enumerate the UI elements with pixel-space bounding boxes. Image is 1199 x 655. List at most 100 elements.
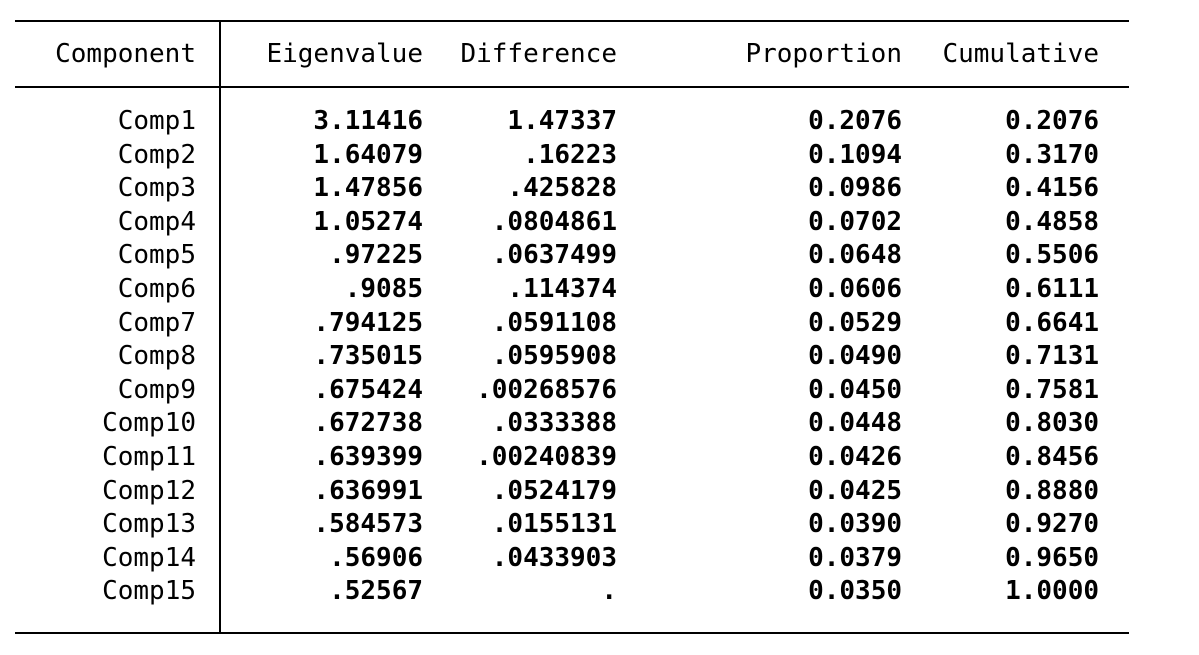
- component-cell: Comp4: [117, 206, 196, 237]
- cumulative-cell: 0.2076: [1005, 106, 1099, 136]
- proportion-cell: 0.0425: [808, 475, 902, 506]
- proportion-cell: 0.1094: [808, 139, 902, 170]
- component-cell: Comp2: [117, 139, 196, 170]
- cumulative-cell: 0.7131: [1005, 341, 1099, 372]
- eigenvalue-cell: .636991: [313, 475, 423, 506]
- component-cell: Comp1: [117, 106, 196, 136]
- eigenvalue-cell: .794125: [313, 307, 423, 338]
- eigenvalue-cell: .56906: [329, 542, 423, 573]
- component-cell: Comp11: [102, 441, 196, 472]
- header-eigenvalue: Eigenvalue: [266, 39, 423, 69]
- header-proportion: Proportion: [745, 39, 902, 69]
- table-row: Comp12 .636991 .0524179 0.0425 0.8880: [15, 475, 1129, 509]
- column-divider-line: [219, 22, 221, 632]
- cumulative-cell: 0.6641: [1005, 307, 1099, 338]
- cumulative-cell: 0.9650: [1005, 542, 1099, 573]
- difference-cell: .425828: [507, 173, 617, 204]
- component-cell: Comp8: [117, 341, 196, 372]
- header-component: Component: [55, 39, 196, 69]
- component-cell: Comp3: [117, 173, 196, 204]
- proportion-cell: 0.0606: [808, 273, 902, 304]
- table-row: Comp13 .584573 .0155131 0.0390 0.9270: [15, 508, 1129, 542]
- eigenvalue-cell: 3.11416: [313, 106, 423, 136]
- proportion-cell: 0.0450: [808, 374, 902, 405]
- difference-cell: .0591108: [491, 307, 617, 338]
- difference-cell: .00268576: [476, 374, 617, 405]
- difference-cell: .00240839: [476, 441, 617, 472]
- cumulative-cell: 0.8456: [1005, 441, 1099, 472]
- eigenvalue-cell: .97225: [329, 240, 423, 271]
- table-row: Comp6 .9085 .114374 0.0606 0.6111: [15, 273, 1129, 307]
- cumulative-cell: 0.8880: [1005, 475, 1099, 506]
- cumulative-cell: 0.9270: [1005, 509, 1099, 540]
- table-row: Comp7 .794125 .0591108 0.0529 0.6641: [15, 307, 1129, 341]
- eigenvalue-cell: .52567: [329, 576, 423, 607]
- component-cell: Comp14: [102, 542, 196, 573]
- header-difference: Difference: [460, 39, 617, 69]
- table-row: Comp8 .735015 .0595908 0.0490 0.7131: [15, 340, 1129, 374]
- component-cell: Comp7: [117, 307, 196, 338]
- proportion-cell: 0.0379: [808, 542, 902, 573]
- difference-cell: .0804861: [491, 206, 617, 237]
- table-header-row: Component Eigenvalue Difference Proporti…: [15, 22, 1129, 88]
- component-cell: Comp15: [102, 576, 196, 607]
- component-cell: Comp6: [117, 273, 196, 304]
- proportion-cell: 0.0426: [808, 441, 902, 472]
- table-row: Comp4 1.05274 .0804861 0.0702 0.4858: [15, 206, 1129, 240]
- difference-cell: .: [601, 576, 617, 607]
- eigenvalue-cell: .639399: [313, 441, 423, 472]
- eigenvalue-cell: .584573: [313, 509, 423, 540]
- cumulative-cell: 1.0000: [1005, 576, 1099, 607]
- component-cell: Comp10: [102, 408, 196, 439]
- pca-eigenvalues-table: Component Eigenvalue Difference Proporti…: [15, 20, 1129, 634]
- proportion-cell: 0.0529: [808, 307, 902, 338]
- eigenvalue-cell: .672738: [313, 408, 423, 439]
- table-row: Comp11 .639399 .00240839 0.0426 0.8456: [15, 441, 1129, 475]
- proportion-cell: 0.0490: [808, 341, 902, 372]
- proportion-cell: 0.0648: [808, 240, 902, 271]
- difference-cell: 1.47337: [507, 106, 617, 136]
- proportion-cell: 0.2076: [808, 106, 902, 136]
- difference-cell: .16223: [523, 139, 617, 170]
- table-row: Comp10 .672738 .0333388 0.0448 0.8030: [15, 407, 1129, 441]
- table-row: Comp3 1.47856 .425828 0.0986 0.4156: [15, 172, 1129, 206]
- difference-cell: .114374: [507, 273, 617, 304]
- proportion-cell: 0.0448: [808, 408, 902, 439]
- eigenvalue-cell: 1.47856: [313, 173, 423, 204]
- proportion-cell: 0.0350: [808, 576, 902, 607]
- difference-cell: .0333388: [491, 408, 617, 439]
- component-cell: Comp9: [117, 374, 196, 405]
- cumulative-cell: 0.3170: [1005, 139, 1099, 170]
- cumulative-cell: 0.5506: [1005, 240, 1099, 271]
- component-cell: Comp12: [102, 475, 196, 506]
- table-body: Comp1 3.11416 1.47337 0.2076 0.2076 Comp…: [15, 88, 1129, 632]
- proportion-cell: 0.0390: [808, 509, 902, 540]
- cumulative-cell: 0.4858: [1005, 206, 1099, 237]
- table-row: Comp14 .56906 .0433903 0.0379 0.9650: [15, 542, 1129, 576]
- header-cumulative: Cumulative: [942, 39, 1099, 69]
- difference-cell: .0595908: [491, 341, 617, 372]
- proportion-cell: 0.0702: [808, 206, 902, 237]
- difference-cell: .0155131: [491, 509, 617, 540]
- difference-cell: .0524179: [491, 475, 617, 506]
- proportion-cell: 0.0986: [808, 173, 902, 204]
- table-row: Comp15 .52567 . 0.0350 1.0000: [15, 575, 1129, 609]
- difference-cell: .0637499: [491, 240, 617, 271]
- table-row: Comp2 1.64079 .16223 0.1094 0.3170: [15, 139, 1129, 173]
- cumulative-cell: 0.4156: [1005, 173, 1099, 204]
- eigenvalue-cell: .675424: [313, 374, 423, 405]
- eigenvalue-cell: .735015: [313, 341, 423, 372]
- eigenvalue-cell: .9085: [344, 273, 423, 304]
- difference-cell: .0433903: [491, 542, 617, 573]
- cumulative-cell: 0.8030: [1005, 408, 1099, 439]
- table-row: Comp1 3.11416 1.47337 0.2076 0.2076: [15, 105, 1129, 139]
- component-cell: Comp13: [102, 509, 196, 540]
- eigenvalue-cell: 1.64079: [313, 139, 423, 170]
- table-row: Comp9 .675424 .00268576 0.0450 0.7581: [15, 374, 1129, 408]
- eigenvalue-cell: 1.05274: [313, 206, 423, 237]
- cumulative-cell: 0.6111: [1005, 273, 1099, 304]
- cumulative-cell: 0.7581: [1005, 374, 1099, 405]
- component-cell: Comp5: [117, 240, 196, 271]
- table-row: Comp5 .97225 .0637499 0.0648 0.5506: [15, 239, 1129, 273]
